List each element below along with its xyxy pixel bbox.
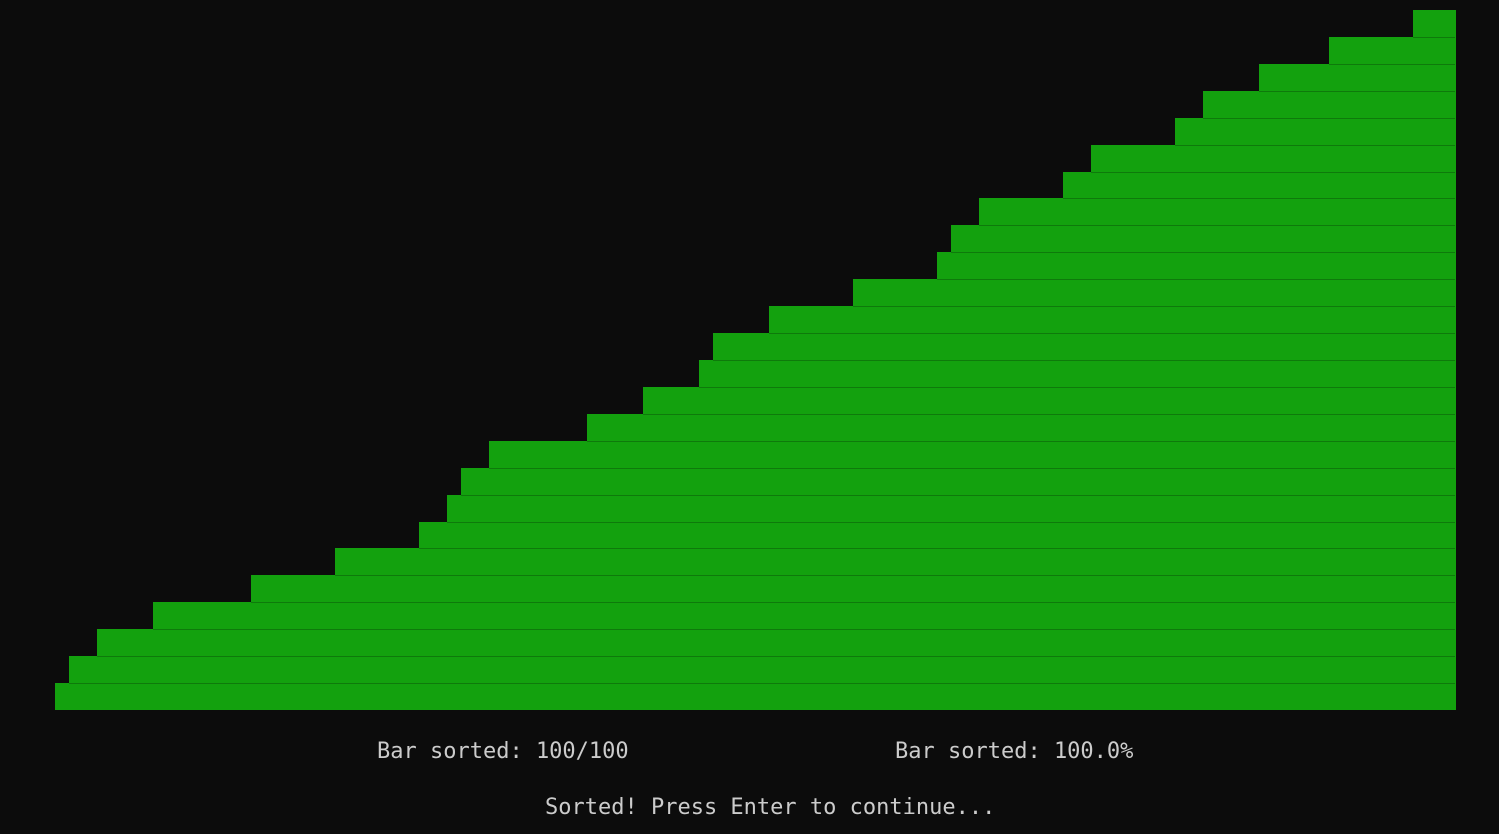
bar-52 [769, 306, 784, 710]
bar-93 [1343, 37, 1358, 710]
bar-39 [587, 414, 602, 710]
bar-86 [1245, 91, 1260, 710]
bar-16 [265, 575, 280, 710]
bar-80 [1161, 145, 1176, 710]
bar-chart [55, 10, 1455, 710]
bar-83 [1203, 91, 1218, 710]
bar-55 [811, 306, 826, 710]
bar-76 [1105, 145, 1120, 710]
row-separator [937, 279, 1455, 280]
bar-15 [251, 575, 266, 710]
bar-95 [1371, 37, 1386, 710]
row-separator [447, 522, 1455, 523]
bar-19 [307, 575, 322, 710]
bar-1 [55, 683, 70, 710]
row-separator [97, 656, 1455, 657]
bar-54 [797, 306, 812, 710]
bar-56 [825, 306, 840, 710]
bar-97 [1399, 37, 1414, 710]
bar-17 [279, 575, 294, 710]
row-separator [1203, 118, 1455, 119]
bar-64 [937, 252, 952, 710]
row-separator [1259, 91, 1455, 92]
bar-69 [1007, 198, 1022, 710]
bar-53 [783, 306, 798, 710]
bar-40 [601, 414, 616, 710]
row-separator [699, 387, 1455, 388]
bar-71 [1035, 198, 1050, 710]
row-separator [153, 629, 1455, 630]
bar-85 [1231, 91, 1246, 710]
row-separator [1175, 145, 1455, 146]
row-separator [69, 683, 1455, 684]
row-separator [251, 602, 1455, 603]
bar-57 [839, 306, 854, 710]
row-separator [1091, 172, 1455, 173]
row-separator [1413, 37, 1455, 38]
bar-94 [1357, 37, 1372, 710]
bar-percent-status: Bar sorted: 100.0% [895, 738, 1133, 766]
row-separator [461, 495, 1455, 496]
bar-68 [993, 198, 1008, 710]
bar-4 [97, 629, 112, 710]
bar-42 [629, 414, 644, 710]
bar-77 [1119, 145, 1134, 710]
bar-5 [111, 629, 126, 710]
row-separator [419, 548, 1455, 549]
bar-6 [125, 629, 140, 710]
bar-28 [433, 522, 448, 710]
row-separator [643, 414, 1455, 415]
bar-67 [979, 198, 994, 710]
row-separator [587, 441, 1455, 442]
row-separator [951, 252, 1455, 253]
bar-92 [1329, 37, 1344, 710]
bar-41 [615, 414, 630, 710]
bar-20 [321, 575, 336, 710]
bar-18 [293, 575, 308, 710]
row-separator [489, 468, 1455, 469]
bar-72 [1049, 198, 1064, 710]
continue-prompt: Sorted! Press Enter to continue... [545, 794, 995, 822]
bar-78 [1133, 145, 1148, 710]
row-separator [769, 333, 1455, 334]
bar-31 [475, 468, 490, 710]
bar-7 [139, 629, 154, 710]
row-separator [713, 360, 1455, 361]
bar-79 [1147, 145, 1162, 710]
row-separator [335, 575, 1455, 576]
bar-96 [1385, 37, 1400, 710]
row-separator [979, 225, 1455, 226]
row-separator [853, 306, 1455, 307]
row-separator [1329, 64, 1455, 65]
bar-count-status: Bar sorted: 100/100 [377, 738, 629, 766]
bar-27 [419, 522, 434, 710]
bar-70 [1021, 198, 1036, 710]
bar-30 [461, 468, 476, 710]
bar-75 [1091, 145, 1106, 710]
bar-47 [699, 360, 714, 710]
row-separator [1063, 198, 1455, 199]
bar-84 [1217, 91, 1232, 710]
